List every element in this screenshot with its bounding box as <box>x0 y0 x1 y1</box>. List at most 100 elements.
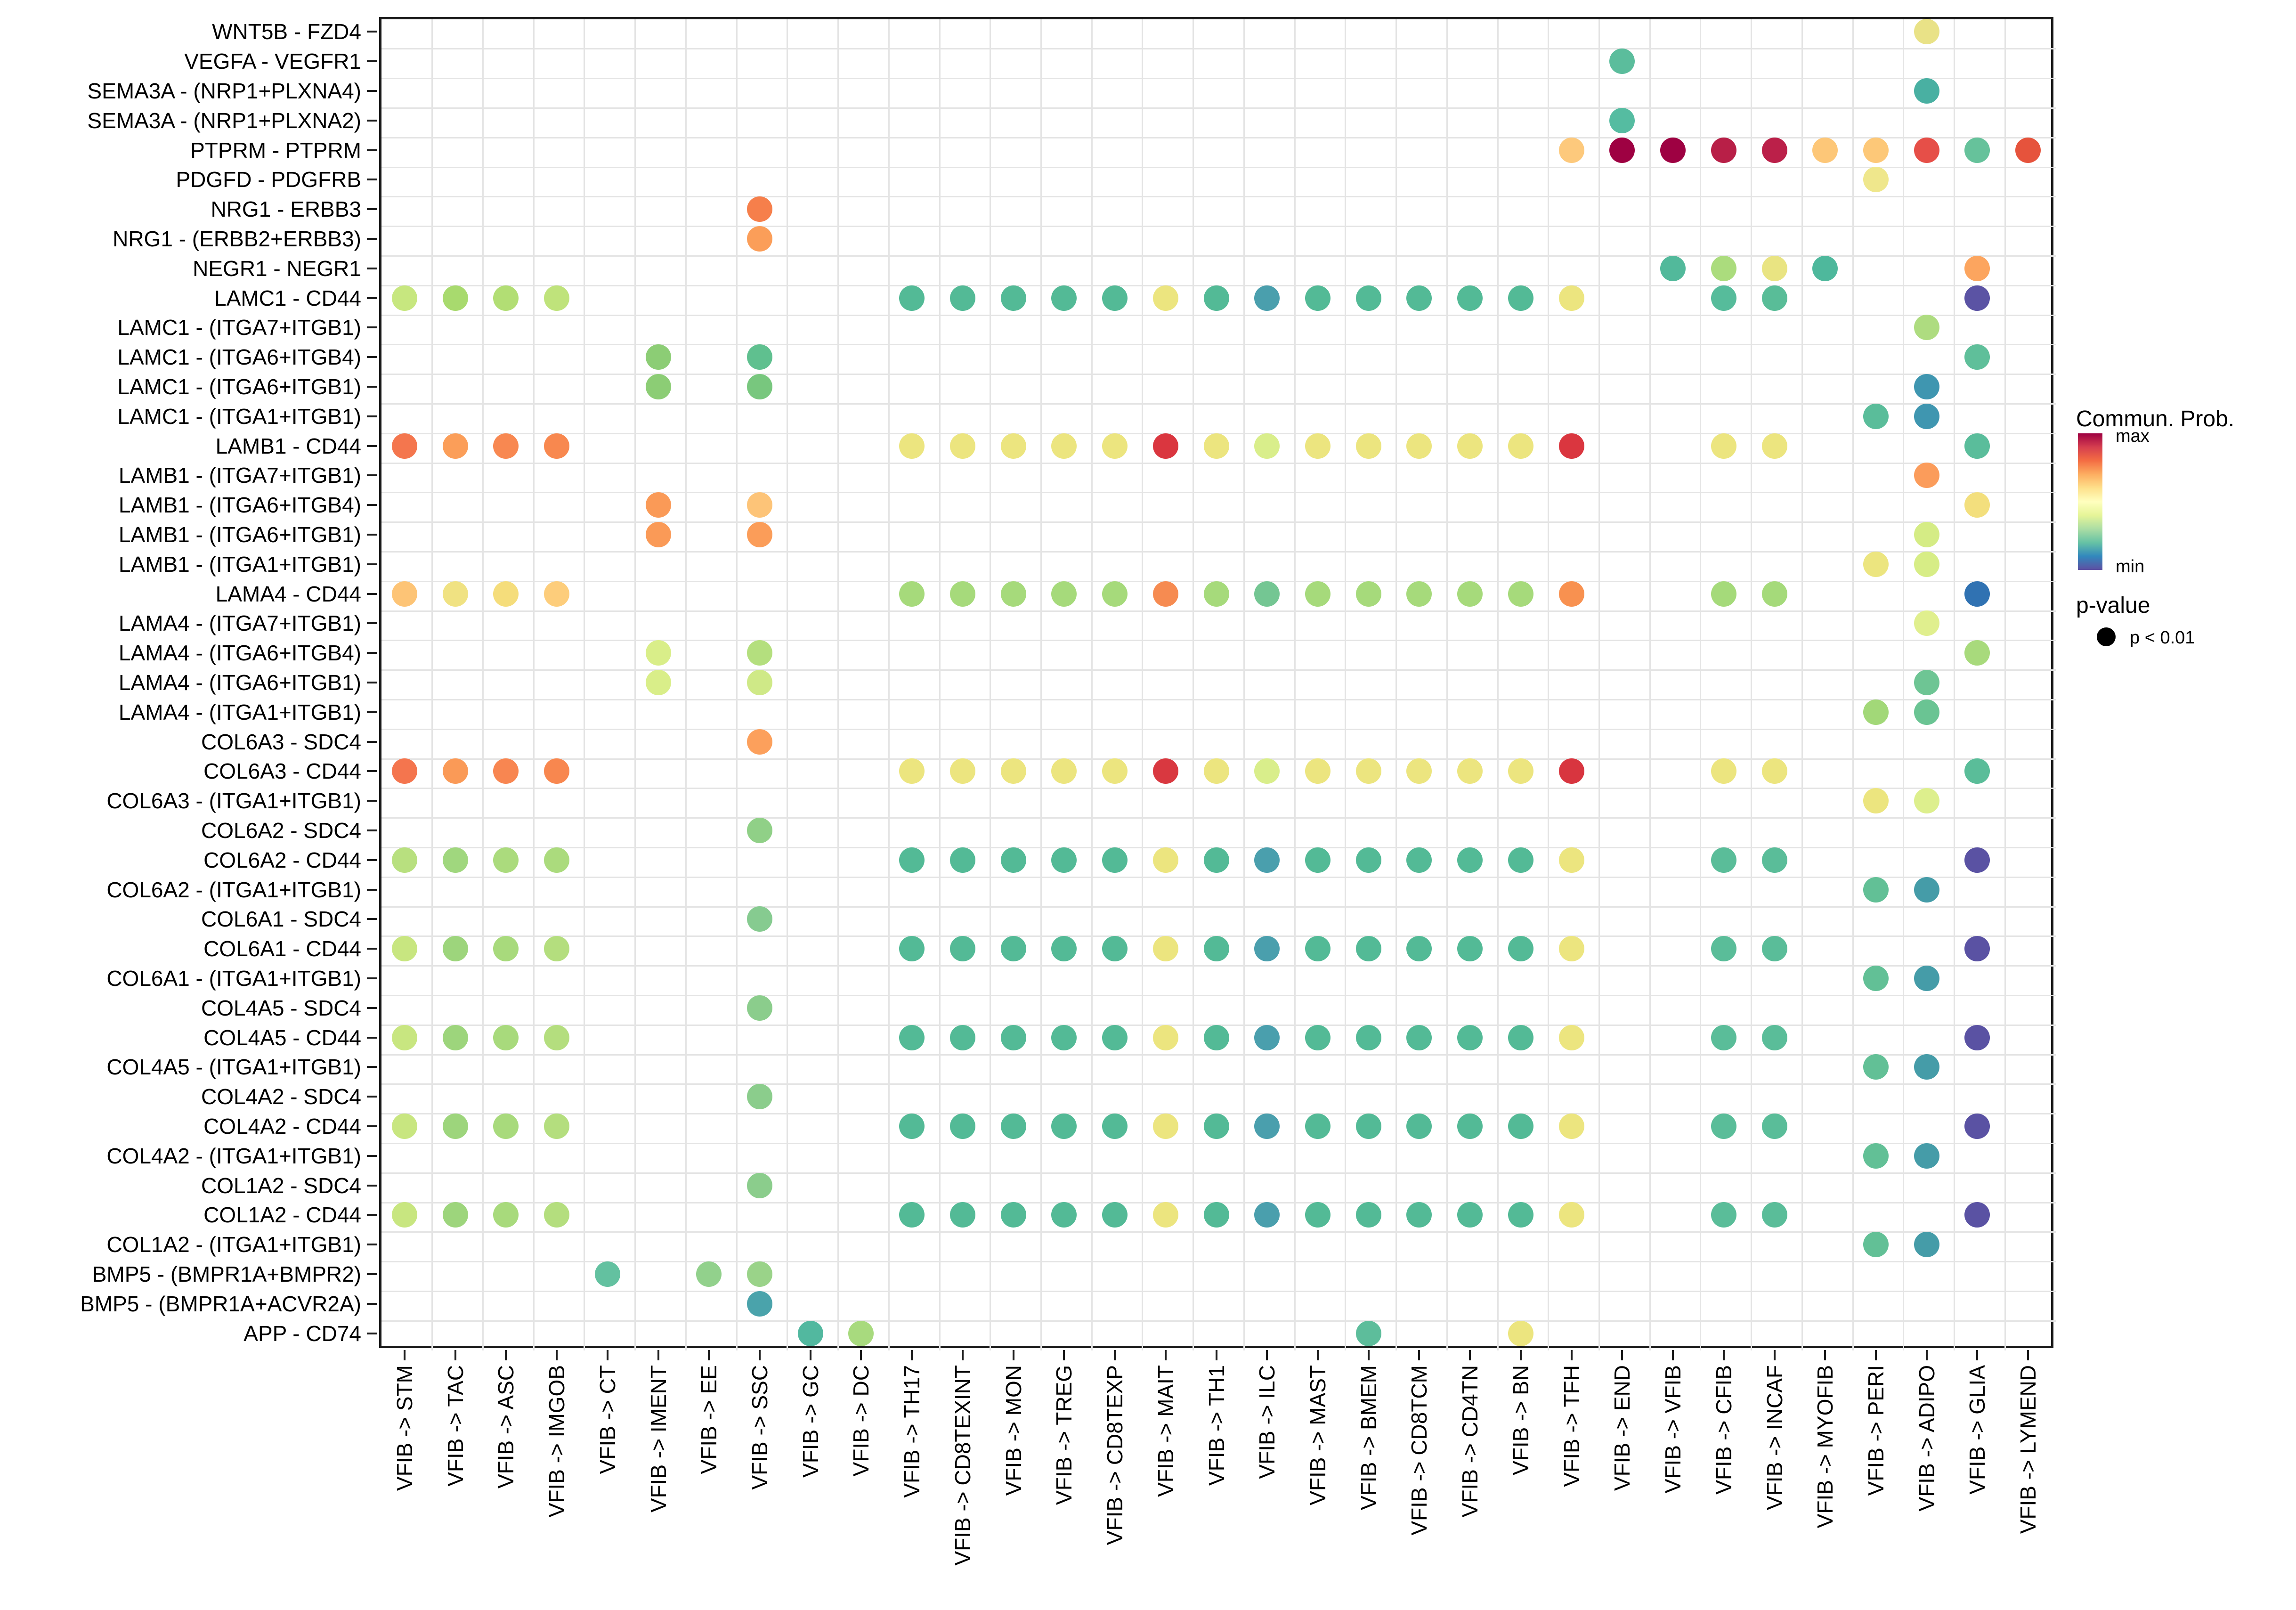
y-tick <box>367 267 377 269</box>
gridline-v <box>1345 19 1347 1350</box>
dot <box>493 581 519 607</box>
dot <box>391 433 417 459</box>
gridline-v <box>1243 19 1245 1350</box>
dot <box>645 374 671 399</box>
gridline-v <box>482 19 484 1350</box>
y-tick <box>367 238 377 240</box>
dot <box>1914 315 1939 341</box>
x-axis-label: VFIB -> ILC <box>1255 1365 1280 1479</box>
dot <box>391 1202 417 1228</box>
y-axis-label: COL4A5 - CD44 <box>203 1025 361 1050</box>
dot <box>442 285 468 311</box>
y-axis-label: COL1A2 - (ITGA1+ITGB1) <box>106 1232 361 1257</box>
x-axis-label: VFIB -> ASC <box>494 1365 519 1489</box>
dot <box>442 581 468 607</box>
dot <box>1305 1202 1331 1228</box>
dot <box>1305 581 1331 607</box>
dot <box>1863 167 1889 193</box>
dot <box>1051 285 1077 311</box>
dot <box>1711 1114 1736 1139</box>
x-tick <box>1114 1350 1116 1360</box>
dot <box>1558 1114 1584 1139</box>
dot <box>1000 1114 1026 1139</box>
dot <box>1102 581 1128 607</box>
dot <box>1254 1025 1280 1050</box>
dot <box>1863 1143 1889 1169</box>
x-axis-label: VFIB -> PERI <box>1863 1365 1888 1496</box>
x-axis-label: VFIB -> BN <box>1508 1365 1533 1475</box>
y-tick <box>367 356 377 358</box>
dot <box>746 640 772 666</box>
x-axis-label: VFIB -> MAIT <box>1153 1365 1178 1497</box>
x-tick <box>454 1350 456 1360</box>
x-tick <box>911 1350 913 1360</box>
dot <box>949 433 975 459</box>
dot <box>1152 1114 1178 1139</box>
y-axis-label: LAMB1 - (ITGA7+ITGB1) <box>118 463 361 488</box>
dot <box>493 1202 519 1228</box>
dot <box>1406 847 1432 873</box>
y-axis-label: LAMB1 - CD44 <box>215 433 361 458</box>
dot <box>1711 1025 1736 1050</box>
dot <box>1964 285 1990 311</box>
x-axis-label: VFIB -> EE <box>697 1365 722 1474</box>
dot <box>1508 1320 1533 1346</box>
dot <box>746 196 772 222</box>
gridline-v <box>685 19 687 1350</box>
x-axis-label: VFIB -> CD8TEXINT <box>950 1365 975 1566</box>
dot <box>1964 137 1990 163</box>
dot <box>949 285 975 311</box>
y-tick <box>367 1066 377 1068</box>
dot <box>442 1202 468 1228</box>
dot <box>899 285 925 311</box>
dot <box>493 758 519 784</box>
gridline-h <box>381 196 2056 198</box>
y-axis-label: APP - CD74 <box>243 1321 361 1346</box>
dot <box>746 670 772 695</box>
x-axis-label: VFIB -> STM <box>392 1365 417 1491</box>
y-tick <box>367 1244 377 1246</box>
dot <box>746 1291 772 1317</box>
y-axis-label: LAMA4 - (ITGA1+ITGB1) <box>118 699 361 724</box>
dot <box>1051 1025 1077 1050</box>
dot <box>1508 936 1533 962</box>
y-tick <box>367 90 377 92</box>
dot <box>1914 137 1939 163</box>
gridline-h <box>381 1290 2056 1292</box>
dot <box>1254 433 1280 459</box>
dot <box>1508 1202 1533 1228</box>
dot <box>1305 1025 1331 1050</box>
x-tick <box>1266 1350 1268 1360</box>
y-tick <box>367 208 377 211</box>
dot <box>1863 551 1889 577</box>
gridline-v <box>431 19 433 1350</box>
dot <box>544 285 570 311</box>
dot <box>899 1114 925 1139</box>
dot <box>544 581 570 607</box>
dot <box>1406 1025 1432 1050</box>
dot <box>1761 1114 1787 1139</box>
gridline-v <box>1040 19 1042 1350</box>
dot <box>746 522 772 547</box>
gridline-v <box>533 19 535 1350</box>
gridline-h <box>381 521 2056 523</box>
y-tick <box>367 563 377 565</box>
dot <box>1711 581 1736 607</box>
dot <box>1355 433 1381 459</box>
dot <box>1558 581 1584 607</box>
dot <box>949 758 975 784</box>
y-tick <box>367 474 377 477</box>
gridline-h <box>381 1054 2056 1056</box>
dot <box>1914 19 1939 45</box>
dot <box>1711 137 1736 163</box>
dot <box>746 818 772 843</box>
y-axis-label: COL4A5 - (ITGA1+ITGB1) <box>106 1055 361 1080</box>
dot <box>1964 581 1990 607</box>
x-tick <box>708 1350 710 1360</box>
dot <box>1254 758 1280 784</box>
y-axis-label: PTPRM - PTPRM <box>190 138 361 163</box>
gridline-v <box>888 19 890 1350</box>
dot <box>1305 1114 1331 1139</box>
dot <box>1558 1025 1584 1050</box>
